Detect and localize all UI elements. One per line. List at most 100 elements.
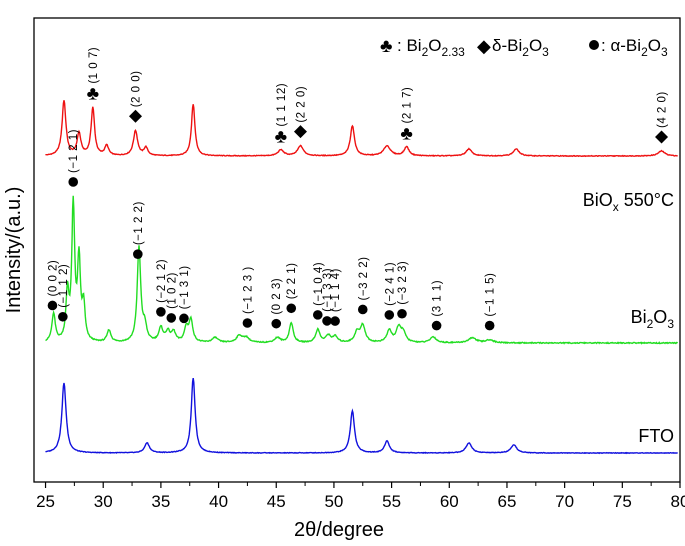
- peak-annotation: ♣(2 1 7): [400, 87, 413, 145]
- peak-annotation: (2 2 1): [286, 263, 298, 314]
- peak-annotation: (3 1 1): [432, 280, 444, 331]
- peak-annotation: (−1 2 1): [68, 129, 80, 187]
- trace-bi2o3: [45, 195, 679, 345]
- peak-label: (2 2 0): [295, 86, 307, 123]
- peak-annotation: (2 2 0): [293, 86, 307, 139]
- club-marker-icon: ♣: [87, 84, 99, 105]
- peak-label: (4 2 0): [657, 91, 669, 128]
- legend-diamond-icon: ◆: [477, 36, 491, 56]
- peak-annotation: (2 0 0): [129, 71, 143, 123]
- y-axis-title: Intensity/(a.u.): [3, 187, 25, 314]
- delta-marker-icon: [293, 125, 307, 139]
- alpha-marker-icon: [357, 304, 368, 315]
- peak-annotation: ♣(1 0 7): [87, 47, 100, 105]
- club-marker-icon: ♣: [275, 127, 287, 148]
- peak-annotation: (−1 3 3): [322, 268, 334, 326]
- peak-label: (−3 2 3): [397, 261, 409, 305]
- alpha-marker-icon: [322, 316, 332, 326]
- peak-annotation: (−1 2 2): [133, 201, 145, 259]
- x-tick-label-40: 40: [209, 492, 228, 511]
- club-marker-icon: ♣: [400, 123, 412, 144]
- alpha-marker-icon: [271, 318, 282, 329]
- peak-annotation: (−2 4 1): [384, 262, 396, 320]
- x-tick-label-75: 75: [613, 492, 632, 511]
- alpha-marker-icon: [312, 310, 323, 320]
- peak-annotation: (−1 1 5): [485, 273, 497, 331]
- x-tick-label-45: 45: [267, 492, 286, 511]
- x-tick-label-50: 50: [324, 492, 343, 511]
- alpha-marker-icon: [242, 318, 253, 328]
- peak-annotation: (−1 2 3 ): [242, 266, 254, 328]
- alpha-marker-icon: [166, 313, 177, 323]
- alpha-marker-icon: [286, 303, 297, 314]
- peak-annotation: (−2 1 2): [156, 259, 168, 317]
- peak-label: (2 0 0): [131, 71, 143, 108]
- peak-label: (0 0 2): [47, 260, 59, 297]
- alpha-marker-icon: [330, 316, 340, 326]
- peak-label: (−1 2 1): [68, 129, 80, 173]
- peak-label: (−1 3 3): [322, 268, 334, 312]
- peak-annotations: ♣(1 0 7)(2 0 0)♣(1 1 12) (2 2 0)♣(2 1 7)(…: [47, 47, 669, 331]
- legend: ♣ : Bi2O2.33 ◆ δ-Bi2O3 : α-Bi2O3: [380, 36, 668, 59]
- peak-label: (−1 2 3 ): [242, 266, 254, 314]
- alpha-marker-icon: [179, 313, 189, 324]
- peak-annotation: (−1 1 2): [58, 264, 70, 322]
- peak-label: (−1 1 5): [485, 273, 497, 317]
- alpha-marker-icon: [384, 310, 395, 320]
- peak-label: (2 1 7): [402, 87, 414, 124]
- peak-annotation: (0 0 2): [47, 260, 59, 311]
- x-tick-label-70: 70: [555, 492, 574, 511]
- legend-club-icon: ♣: [380, 36, 392, 57]
- x-tick-label-30: 30: [94, 492, 113, 511]
- traces: [45, 100, 679, 455]
- alpha-marker-icon: [484, 320, 495, 331]
- legend-dot-icon: [589, 40, 599, 50]
- x-tick-label-25: 25: [36, 492, 55, 511]
- peak-annotation: (−1 0 4): [313, 262, 325, 320]
- alpha-marker-icon: [68, 177, 79, 187]
- peak-annotation: (−1 3 1): [179, 265, 191, 324]
- alpha-marker-icon: [133, 249, 143, 259]
- peak-label: (−2 4 1): [384, 262, 396, 306]
- peak-label: (1 0 7): [88, 47, 100, 84]
- peak-label: (2 2 1): [286, 263, 298, 300]
- x-tick-label-60: 60: [440, 492, 459, 511]
- trace-fto: [45, 377, 678, 455]
- alpha-marker-icon: [47, 300, 58, 311]
- alpha-marker-icon: [397, 308, 407, 319]
- peak-label: (−3 2 2): [358, 257, 370, 301]
- legend-delta-label: δ-Bi2O3: [492, 36, 549, 59]
- peak-annotation: (4 2 0): [655, 91, 669, 144]
- trace-biox550c: [45, 100, 678, 158]
- legend-alpha-label: : α-Bi2O3: [601, 36, 668, 59]
- peak-label: (−2 1 2): [156, 259, 168, 303]
- x-axis-title: 2θ/degree: [294, 519, 384, 541]
- peak-label: (−1 1 2): [58, 264, 70, 308]
- peak-label: (1 1 12): [276, 83, 288, 127]
- peak-label: (0 2 3): [271, 278, 283, 315]
- trace-label-bi2o3: Bi2O3: [631, 307, 675, 331]
- x-tick-label-65: 65: [498, 492, 517, 511]
- peak-label: (−1 2 2): [133, 201, 145, 245]
- trace-label-fto: FTO: [638, 426, 674, 446]
- peak-label: (−1 3 1): [179, 265, 191, 309]
- alpha-marker-icon: [431, 320, 442, 331]
- peak-annotation: (1 0 2): [166, 272, 178, 323]
- plot-frame: [33, 17, 681, 483]
- peak-annotation: (−3 2 3): [397, 261, 409, 319]
- peak-annotation: ♣(1 1 12): [275, 83, 288, 148]
- peak-label: (3 1 1): [432, 280, 444, 317]
- legend-club-label: : Bi2O2.33: [397, 36, 465, 59]
- peak-label: (−1 1 4): [330, 268, 342, 312]
- peak-annotation: (−1 1 4): [330, 268, 342, 326]
- alpha-marker-icon: [58, 311, 68, 322]
- trace-label-biox: BiOx 550°C: [583, 190, 674, 214]
- peak-annotation: (−3 2 2): [358, 257, 370, 315]
- x-tick-label-55: 55: [382, 492, 401, 511]
- delta-marker-icon: [655, 130, 669, 144]
- x-tick-label-35: 35: [151, 492, 170, 511]
- alpha-marker-icon: [156, 307, 166, 317]
- x-tick-label-80: 80: [671, 492, 685, 511]
- peak-label: (−1 0 4): [313, 262, 325, 306]
